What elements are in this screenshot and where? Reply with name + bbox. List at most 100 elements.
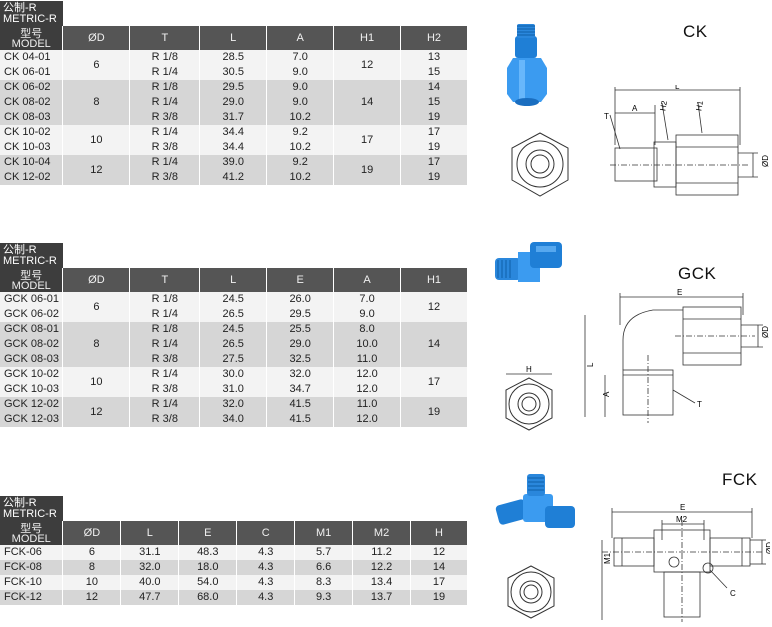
l-cell: 30.0 [199,367,268,382]
table-row: CK 10-03 R 3/8 34.4 10.2 19 [0,140,468,155]
gck-technical-drawing: E L A T ØD [584,288,770,423]
fck-col-c: C [236,521,296,545]
c-cell: 4.3 [236,590,296,605]
a-cell: 11.0 [333,352,402,367]
a-cell: 9.0 [266,65,335,80]
a-cell: 9.0 [266,80,335,95]
l-cell: 31.1 [120,545,180,560]
model-cell: CK 06-02 [0,80,64,95]
ck-col-t: T [129,26,201,50]
a-cell: 10.2 [266,140,335,155]
gck-end-view: H [505,366,553,431]
a-cell: 8.0 [333,322,402,337]
model-cell: FCK-06 [0,545,64,560]
c-cell: 4.3 [236,545,296,560]
d-cell: 10 [62,575,122,590]
model-cell: GCK 12-03 [0,412,64,427]
e-cell: 41.5 [266,412,335,427]
ck-dim-l: L [675,85,680,91]
ck-tag-cn: 公制-R [3,2,37,14]
model-cell: FCK-10 [0,575,64,590]
table-row: GCK 08-02 R 1/4 26.5 29.0 10.0 [0,337,468,352]
e-cell: 25.5 [266,322,335,337]
t-cell: R 3/8 [129,352,201,367]
m2-cell: 13.7 [352,590,412,605]
t-cell: R 3/8 [129,110,201,125]
l-cell: 41.2 [199,170,268,185]
gck-dim-a: A [602,391,611,397]
model-cell: GCK 08-03 [0,352,64,367]
a-cell: 11.0 [333,397,402,412]
l-cell: 39.0 [199,155,268,170]
m1-cell: 8.3 [294,575,354,590]
t-cell: R 1/4 [129,307,201,322]
fck-dim-c: C [730,589,736,598]
m1-cell: 9.3 [294,590,354,605]
a-cell: 12.0 [333,412,402,427]
gck-col-e: E [266,268,335,292]
ck-dim-h2: H2 [658,99,669,111]
fck-fitting-body [495,474,575,528]
d-cell: 6 [62,545,122,560]
model-cell: GCK 10-03 [0,382,64,397]
t-cell: R 3/8 [129,170,201,185]
gck-col-a: A [333,268,402,292]
fck-dim-m1: M1 [603,552,612,564]
fck-tag-en: METRIC-R [3,508,57,520]
e-cell: 68.0 [178,590,238,605]
h2-cell: 17 [400,125,468,140]
ck-product-photo [507,24,547,106]
d-cell: 10 [62,367,131,397]
model-cell: GCK 08-02 [0,337,64,352]
e-cell: 26.0 [266,292,335,307]
table-row: GCK 10-03 R 3/8 31.0 34.7 12.0 [0,382,468,397]
fck-spec-table: 型号 MODEL ØD L E C M1 M2 H FCK-06 6 31.1 48.3… [0,521,468,605]
gck-col-l: L [199,268,268,292]
model-cell: CK 08-03 [0,110,64,125]
h1-cell: 19 [400,397,468,427]
e-cell: 41.5 [266,397,335,412]
l-cell: 31.0 [199,382,268,397]
t-cell: R 1/4 [129,95,201,110]
h2-cell: 15 [400,65,468,80]
table-row: GCK 08-01 8 R 1/8 24.5 25.5 8.0 14 [0,322,468,367]
d-cell: 12 [62,590,122,605]
h2-cell: 14 [400,80,468,95]
table-row: GCK 06-01 6 R 1/8 24.5 26.0 7.0 12 [0,292,468,322]
l-cell: 30.5 [199,65,268,80]
gck-model-header: 型号 MODEL [0,268,64,292]
ck-col-h1: H1 [333,26,402,50]
model-cell: GCK 08-01 [0,322,64,337]
t-cell: R 1/8 [129,80,201,95]
a-cell: 9.2 [266,155,335,170]
ck-dim-d: ØD [761,155,770,167]
gck-col-d: ØD [62,268,131,292]
m2-cell: 12.2 [352,560,412,575]
a-cell: 9.0 [266,95,335,110]
t-cell: R 3/8 [129,412,201,427]
model-cell: CK 08-02 [0,95,64,110]
t-cell: R 1/4 [129,337,201,352]
a-cell: 10.2 [266,110,335,125]
table-row: GCK 08-03 R 3/8 27.5 32.5 11.0 [0,352,468,367]
ck-col-h2: H2 [400,26,468,50]
gck-dim-l: L [586,362,595,367]
t-cell: R 3/8 [129,382,201,397]
ck-dim-t: T [604,112,609,121]
table-row: GCK 10-02 10 R 1/4 30.0 32.0 12.0 17 [0,367,468,397]
table-row: GCK 12-03 R 3/8 34.0 41.5 12.0 [0,412,468,427]
e-cell: 34.7 [266,382,335,397]
table-row: CK 10-04 12 R 1/4 39.0 9.2 19 17 [0,155,468,185]
model-cell: GCK 06-01 [0,292,64,307]
fck-model-header: 型号 MODEL [0,521,64,545]
fck-tag-cn: 公制-R [3,497,37,509]
a-cell: 7.0 [266,50,335,65]
a-cell: 10.2 [266,170,335,185]
gck-product-photo [495,242,562,282]
h2-cell: 19 [400,110,468,125]
a-cell: 12.0 [333,382,402,397]
gck-fitting-body [495,242,562,282]
fck-col-e: E [178,521,238,545]
table-row: FCK-06 6 31.1 48.3 4.3 5.7 11.2 12 [0,545,468,560]
table-row: FCK-08 8 32.0 18.0 4.3 6.6 12.2 14 [0,560,468,575]
